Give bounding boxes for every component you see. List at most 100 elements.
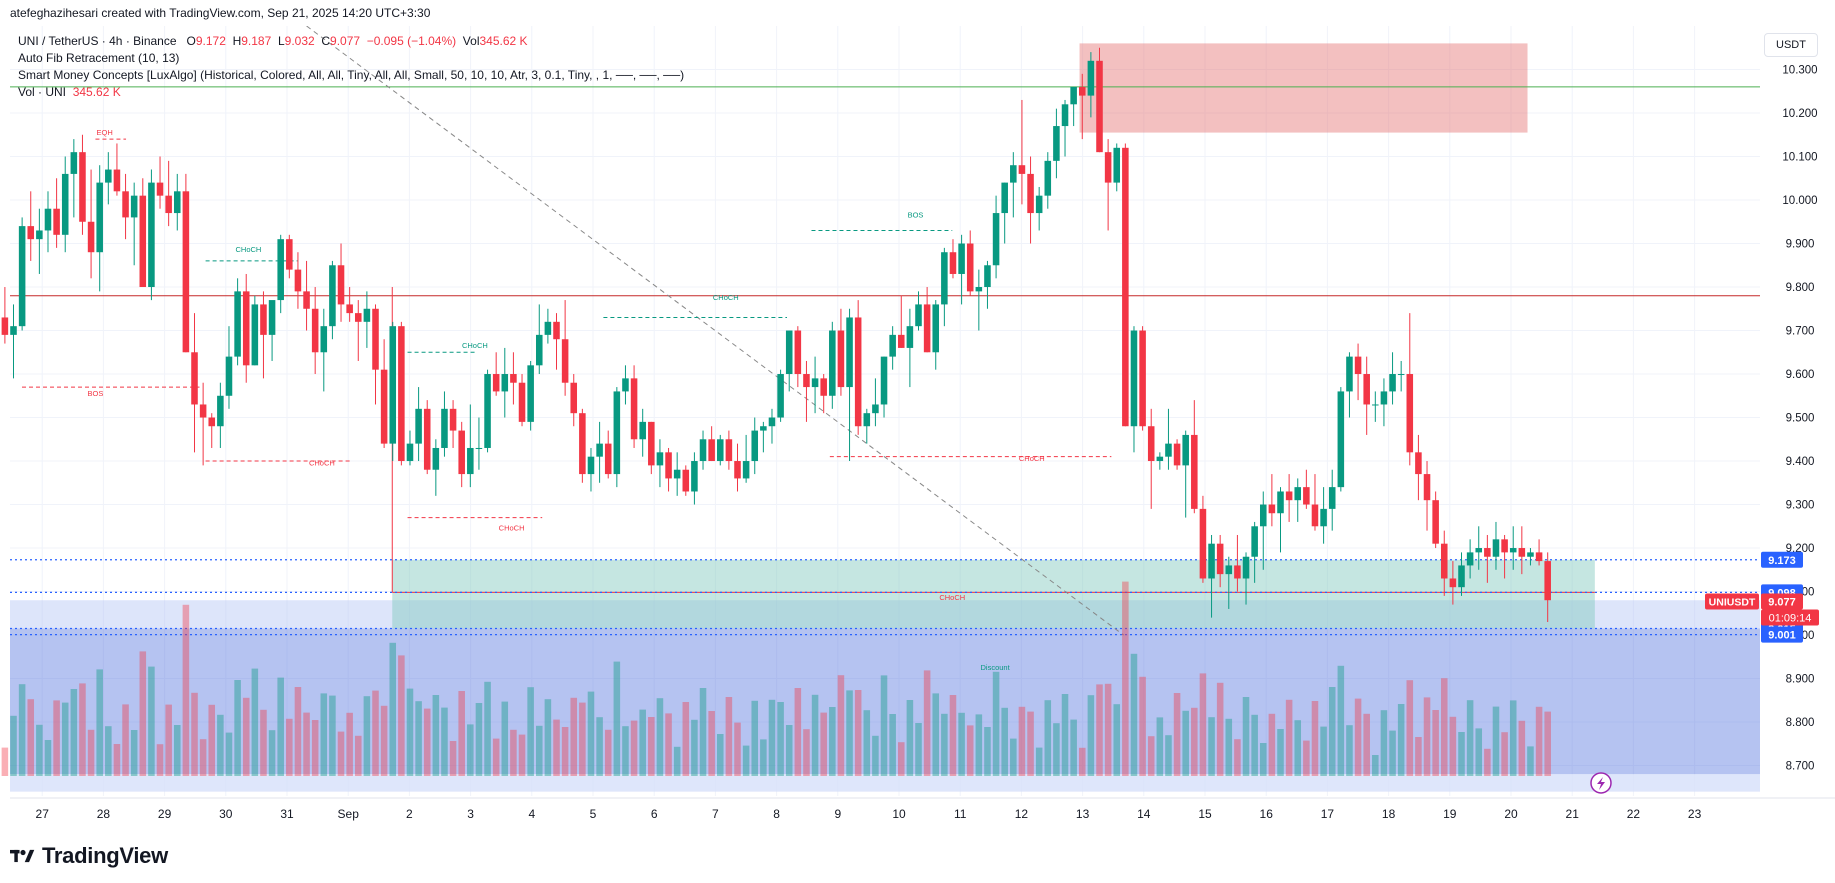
candle-body[interactable]: [897, 334, 905, 348]
candle-body[interactable]: [1191, 434, 1198, 509]
candle-body[interactable]: [708, 439, 715, 462]
candle-body[interactable]: [1285, 491, 1293, 501]
candle-body[interactable]: [1311, 504, 1319, 527]
candle-body[interactable]: [1440, 543, 1448, 579]
currency-selector-button[interactable]: USDT: [1764, 33, 1818, 57]
candle-body[interactable]: [992, 213, 1000, 266]
candle-body[interactable]: [837, 330, 845, 388]
legend-volume-indicator[interactable]: Vol · UNI 345.62 K: [18, 84, 684, 101]
candle-body[interactable]: [96, 182, 103, 253]
candle-body[interactable]: [794, 330, 802, 375]
candle-body[interactable]: [251, 304, 259, 366]
candle-body[interactable]: [1061, 104, 1069, 127]
candle-body[interactable]: [510, 374, 517, 383]
candle-body[interactable]: [1303, 487, 1310, 505]
candle-body[interactable]: [18, 226, 26, 327]
candle-body[interactable]: [156, 182, 164, 196]
candle-body[interactable]: [467, 447, 474, 475]
candle-body[interactable]: [1018, 165, 1026, 174]
candle-body[interactable]: [1501, 539, 1508, 553]
candle-body[interactable]: [1113, 147, 1121, 183]
candle-body[interactable]: [518, 382, 526, 422]
candle-body[interactable]: [242, 291, 250, 366]
candle-body[interactable]: [1078, 86, 1086, 96]
price-chart[interactable]: EQH BOS CHoCH CHoCH CHoCH CHoCH CHoCH BOS CHoCH C…: [0, 26, 1835, 831]
candle-body[interactable]: [579, 413, 586, 475]
candle-body[interactable]: [1372, 404, 1379, 406]
candle-body[interactable]: [544, 321, 552, 335]
candle-body[interactable]: [1294, 487, 1302, 501]
candle-body[interactable]: [1122, 147, 1129, 427]
candle-body[interactable]: [587, 456, 595, 475]
candle-body[interactable]: [665, 452, 672, 479]
candle-body[interactable]: [36, 230, 43, 240]
candle-body[interactable]: [1466, 552, 1474, 566]
candle-body[interactable]: [415, 408, 422, 444]
candle-body[interactable]: [1518, 548, 1526, 557]
candle-body[interactable]: [53, 208, 60, 235]
candle-body[interactable]: [725, 439, 733, 462]
candle-body[interactable]: [768, 417, 776, 427]
candle-body[interactable]: [191, 352, 198, 405]
candle-body[interactable]: [354, 313, 362, 322]
candle-body[interactable]: [906, 326, 914, 348]
candle-body[interactable]: [1001, 182, 1008, 214]
candle-body[interactable]: [337, 265, 345, 305]
candle-body[interactable]: [1492, 539, 1500, 557]
candle-body[interactable]: [622, 378, 629, 392]
candle-body[interactable]: [561, 339, 569, 383]
candle-body[interactable]: [604, 443, 612, 475]
candle-body[interactable]: [880, 356, 888, 405]
candle-body[interactable]: [1234, 565, 1241, 579]
candle-body[interactable]: [656, 452, 664, 466]
candle-body[interactable]: [406, 443, 414, 462]
candle-body[interactable]: [1277, 491, 1284, 514]
candle-body[interactable]: [941, 252, 948, 305]
candle-body[interactable]: [311, 308, 319, 353]
candle-body[interactable]: [846, 317, 853, 388]
trend-line[interactable]: [306, 26, 1124, 636]
candle-body[interactable]: [1165, 443, 1172, 457]
candle-body[interactable]: [1363, 374, 1370, 405]
candle-body[interactable]: [1027, 173, 1034, 214]
candle-body[interactable]: [492, 374, 500, 392]
candle-body[interactable]: [372, 308, 379, 370]
candle-body[interactable]: [1044, 160, 1052, 196]
candle-body[interactable]: [1104, 152, 1112, 183]
candle-body[interactable]: [1423, 474, 1431, 501]
candle-body[interactable]: [1, 317, 9, 335]
candle-body[interactable]: [1346, 356, 1353, 392]
candle-body[interactable]: [1096, 60, 1103, 153]
candle-body[interactable]: [139, 195, 147, 288]
candle-body[interactable]: [1458, 565, 1465, 588]
candle-body[interactable]: [1406, 374, 1414, 453]
candle-body[interactable]: [303, 291, 310, 309]
candle-body[interactable]: [70, 152, 78, 174]
candle-body[interactable]: [113, 169, 121, 192]
candle-body[interactable]: [380, 369, 388, 444]
candle-body[interactable]: [872, 404, 879, 414]
candle-body[interactable]: [79, 152, 86, 222]
candle-body[interactable]: [398, 326, 405, 462]
candle-body[interactable]: [803, 374, 810, 388]
candle-body[interactable]: [1337, 391, 1345, 488]
candle-body[interactable]: [923, 304, 931, 353]
candle-body[interactable]: [777, 374, 784, 418]
candle-body[interactable]: [673, 469, 681, 479]
candle-body[interactable]: [130, 195, 138, 218]
candle-body[interactable]: [613, 391, 621, 475]
candle-body[interactable]: [389, 326, 397, 444]
candle-body[interactable]: [320, 326, 328, 353]
candle-body[interactable]: [915, 304, 922, 327]
candle-body[interactable]: [553, 321, 560, 340]
candle-body[interactable]: [958, 243, 965, 274]
candle-body[interactable]: [234, 291, 241, 357]
candle-body[interactable]: [346, 304, 353, 314]
candle-body[interactable]: [1225, 565, 1233, 575]
candle-body[interactable]: [691, 461, 698, 492]
candle-body[interactable]: [458, 430, 465, 475]
candle-body[interactable]: [760, 426, 767, 431]
candle-body[interactable]: [1216, 543, 1224, 575]
candle-body[interactable]: [1484, 548, 1491, 557]
legend-symbol[interactable]: UNI / TetherUS · 4h · Binance: [18, 34, 177, 48]
